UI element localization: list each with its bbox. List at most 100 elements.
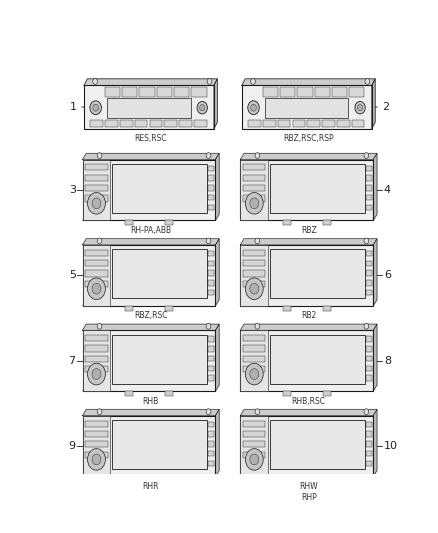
Bar [243, 366, 265, 372]
Polygon shape [240, 409, 377, 416]
Circle shape [97, 409, 102, 415]
Bar [240, 159, 268, 220]
Bar [174, 87, 189, 96]
Bar [243, 196, 265, 201]
Bar [208, 441, 215, 447]
Circle shape [92, 198, 101, 209]
Text: 3: 3 [69, 185, 76, 195]
Bar [269, 420, 365, 469]
Bar [240, 330, 373, 391]
Bar [85, 175, 108, 181]
Bar [85, 185, 108, 191]
Circle shape [88, 278, 106, 300]
Bar [208, 356, 215, 361]
Circle shape [97, 324, 102, 329]
Bar [165, 306, 173, 311]
Bar [243, 451, 265, 458]
Circle shape [248, 101, 259, 115]
Bar [164, 120, 177, 127]
Bar [105, 120, 118, 127]
Circle shape [92, 454, 101, 465]
Bar [314, 87, 330, 96]
Bar [240, 245, 268, 306]
Bar [139, 87, 155, 96]
Circle shape [365, 78, 370, 84]
Bar [366, 441, 372, 447]
Circle shape [245, 278, 263, 300]
Circle shape [245, 192, 263, 214]
Text: 10: 10 [384, 441, 398, 451]
Circle shape [197, 101, 207, 114]
Bar [307, 120, 320, 127]
Bar [323, 220, 331, 225]
Bar [165, 391, 173, 396]
Circle shape [88, 449, 106, 470]
Bar [208, 451, 215, 456]
Polygon shape [82, 300, 219, 306]
Bar [194, 120, 206, 127]
Circle shape [250, 284, 259, 294]
Bar [366, 336, 372, 342]
Bar [125, 306, 133, 311]
Bar [208, 461, 215, 466]
Bar [283, 477, 291, 481]
Polygon shape [215, 324, 219, 391]
Bar [82, 416, 215, 477]
Bar [243, 335, 265, 341]
Bar [349, 87, 364, 96]
Bar [208, 166, 215, 171]
Bar [243, 185, 265, 191]
Bar [243, 250, 265, 256]
Bar [208, 431, 215, 437]
Bar [208, 270, 215, 276]
Text: RES,RSC: RES,RSC [134, 134, 167, 143]
Bar [112, 164, 208, 213]
Bar [165, 477, 173, 481]
Circle shape [250, 454, 259, 465]
Bar [82, 330, 110, 391]
Circle shape [92, 284, 101, 294]
Bar [240, 245, 373, 306]
Circle shape [97, 238, 102, 244]
Polygon shape [373, 324, 377, 391]
Bar [366, 461, 372, 466]
Bar [243, 175, 265, 181]
Bar [208, 205, 215, 210]
Text: 9: 9 [69, 441, 76, 451]
Circle shape [206, 238, 211, 244]
Circle shape [88, 192, 106, 214]
Polygon shape [372, 79, 375, 128]
Bar [243, 421, 265, 426]
Bar [179, 120, 192, 127]
Bar [85, 196, 108, 201]
Bar [82, 330, 215, 391]
Circle shape [251, 104, 256, 111]
Bar [240, 159, 373, 220]
Bar [125, 220, 133, 225]
Bar [242, 85, 372, 128]
Bar [243, 345, 265, 352]
Bar [366, 195, 372, 200]
Polygon shape [82, 324, 219, 330]
Bar [323, 306, 331, 311]
Bar [269, 164, 365, 213]
Polygon shape [240, 214, 377, 220]
Bar [85, 260, 108, 266]
Bar [85, 421, 108, 426]
Bar [165, 220, 173, 225]
Bar [366, 366, 372, 371]
Circle shape [92, 369, 101, 379]
Bar [322, 120, 335, 127]
Bar [366, 261, 372, 266]
Bar [85, 250, 108, 256]
Bar [297, 87, 312, 96]
Bar [366, 185, 372, 191]
Polygon shape [82, 385, 219, 391]
Polygon shape [214, 79, 217, 128]
Circle shape [364, 152, 369, 158]
Bar [125, 391, 133, 396]
Text: RHB,RSC: RHB,RSC [292, 397, 326, 406]
Bar [85, 164, 108, 171]
Polygon shape [82, 239, 219, 245]
Text: 2: 2 [382, 102, 389, 112]
